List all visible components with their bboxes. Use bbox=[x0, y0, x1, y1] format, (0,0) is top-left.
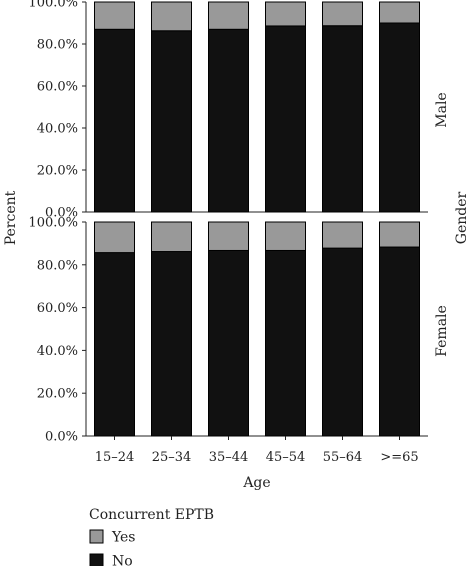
female-bar-yes-3 bbox=[265, 221, 306, 251]
male-bar-yes-1 bbox=[151, 1, 192, 32]
x-axis-title: Age bbox=[242, 475, 270, 491]
male-bar-yes-0 bbox=[94, 1, 135, 30]
female-bar-no-2 bbox=[208, 249, 249, 437]
legend-swatch-yes bbox=[89, 529, 104, 544]
male-y-tick-label: 0.0% bbox=[45, 206, 78, 221]
male-y-tick-label: 100.0% bbox=[28, 0, 78, 11]
legend-swatch-no bbox=[89, 553, 104, 566]
x-tick-label: 25–34 bbox=[152, 450, 192, 465]
legend-title: Concurrent EPTB bbox=[89, 507, 214, 523]
male-bar-no-2 bbox=[208, 28, 249, 213]
x-tick-label: 35–44 bbox=[209, 450, 249, 465]
female-y-tick-label: 60.0% bbox=[37, 301, 78, 316]
female-bar-no-3 bbox=[265, 249, 306, 437]
male-y-tick-label: 40.0% bbox=[37, 122, 78, 137]
female-bar-no-1 bbox=[151, 251, 192, 437]
female-bar-yes-4 bbox=[322, 221, 363, 249]
female-y-tick-label: 80.0% bbox=[37, 258, 78, 273]
female-bar-yes-2 bbox=[208, 221, 249, 251]
female-bar-no-5 bbox=[379, 246, 420, 437]
female-bar-yes-0 bbox=[94, 221, 135, 254]
male-bar-yes-5 bbox=[379, 1, 420, 24]
female-y-tick-label: 20.0% bbox=[37, 387, 78, 402]
male-y-tick-label: 20.0% bbox=[37, 164, 78, 179]
facet-label-female: Female bbox=[434, 305, 450, 357]
female-y-tick-label: 0.0% bbox=[45, 430, 78, 445]
x-tick-label: 45–54 bbox=[266, 450, 306, 465]
male-bar-no-4 bbox=[322, 25, 363, 213]
male-bar-no-3 bbox=[265, 25, 306, 213]
facet-title: Gender bbox=[454, 191, 470, 244]
male-bar-yes-2 bbox=[208, 1, 249, 30]
legend-label-yes: Yes bbox=[111, 530, 136, 546]
x-tick-label: 55–64 bbox=[323, 450, 363, 465]
male-bar-yes-3 bbox=[265, 1, 306, 27]
male-bar-yes-4 bbox=[322, 1, 363, 27]
x-tick-label: >=65 bbox=[380, 450, 418, 465]
female-y-tick-label: 40.0% bbox=[37, 344, 78, 359]
x-tick-label: 15–24 bbox=[95, 450, 135, 465]
male-y-tick-label: 60.0% bbox=[37, 80, 78, 95]
female-bar-no-4 bbox=[322, 247, 363, 437]
facet-label-male: Male bbox=[434, 92, 450, 127]
legend-label-no: No bbox=[112, 554, 133, 566]
male-bar-no-0 bbox=[94, 28, 135, 213]
female-bar-yes-5 bbox=[379, 221, 420, 248]
female-bar-no-0 bbox=[94, 252, 135, 437]
y-axis-title: Percent bbox=[3, 190, 19, 245]
female-y-tick-label: 100.0% bbox=[28, 216, 78, 231]
male-y-tick-label: 80.0% bbox=[37, 38, 78, 53]
female-bar-yes-1 bbox=[151, 221, 192, 253]
male-bar-no-1 bbox=[151, 30, 192, 213]
male-bar-no-5 bbox=[379, 22, 420, 213]
